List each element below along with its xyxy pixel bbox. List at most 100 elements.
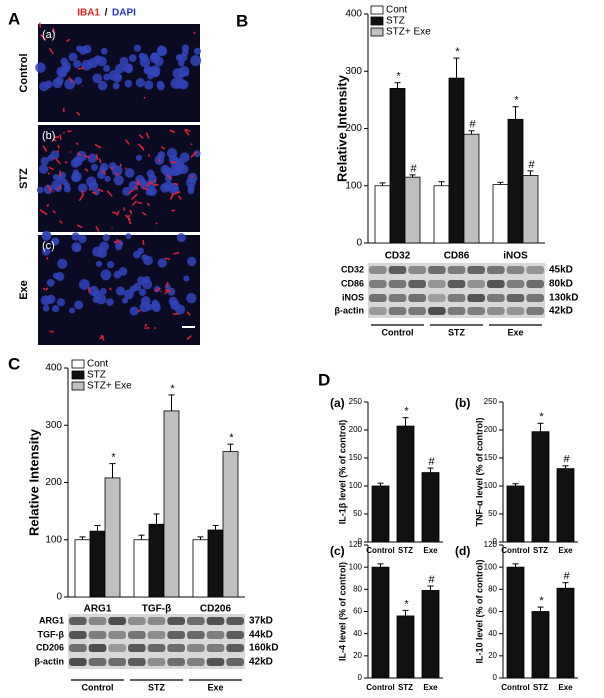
microglia — [178, 195, 182, 201]
blot-band — [506, 294, 525, 302]
y-tick-label: 100 — [484, 481, 498, 490]
y-tick-label: 80 — [488, 584, 497, 593]
microglia — [101, 169, 107, 175]
nucleus — [81, 59, 92, 71]
microglia — [106, 190, 113, 197]
y-tick-label: 150 — [484, 453, 498, 462]
microglia — [138, 133, 144, 139]
y-tick-label: 0 — [56, 592, 62, 603]
blot-band — [226, 617, 244, 625]
nucleus — [176, 233, 186, 243]
nucleus — [71, 242, 82, 253]
significance-label: # — [428, 574, 435, 586]
nucleus — [106, 298, 114, 306]
blot-band — [408, 307, 426, 315]
nucleus — [42, 247, 51, 256]
significance-label: # — [469, 119, 476, 131]
nucleus — [124, 64, 133, 74]
nucleus — [57, 258, 68, 269]
microglia — [95, 153, 99, 161]
blot-band — [388, 280, 407, 288]
nucleus — [177, 59, 185, 67]
nucleus — [73, 60, 82, 69]
nucleus — [92, 296, 100, 304]
blot-band — [428, 280, 446, 288]
band-size: 45kD — [549, 265, 573, 276]
bar — [104, 477, 121, 598]
blot-band — [128, 617, 146, 625]
micrograph-cells — [40, 230, 197, 341]
nucleus — [70, 158, 80, 168]
microglia — [124, 214, 131, 221]
y-tick-label: 0 — [493, 673, 498, 682]
microglia — [76, 111, 81, 116]
x-tick-label: STZ — [533, 546, 548, 555]
microglia — [136, 179, 140, 186]
nucleus — [71, 173, 80, 183]
y-tick-label: 100 — [349, 562, 363, 571]
band-size: 42kD — [249, 657, 273, 668]
nucleus — [63, 182, 71, 189]
bar — [89, 530, 106, 598]
blot-band — [428, 307, 446, 315]
nucleus — [170, 77, 182, 89]
band-size: 130kD — [549, 293, 578, 304]
microglia — [166, 174, 172, 180]
bar — [374, 185, 391, 244]
y-tick-label: 400 — [45, 363, 62, 374]
blot-band — [226, 658, 244, 666]
group-label: Exe — [507, 327, 523, 337]
bar — [433, 185, 450, 244]
microglia — [153, 179, 157, 183]
nucleus — [78, 183, 88, 193]
bar — [421, 590, 440, 679]
panel-letter: B — [236, 11, 248, 30]
blot-band — [226, 631, 244, 639]
x-tick-label: Exe — [423, 683, 438, 692]
legend-swatch — [370, 5, 384, 15]
blot-band — [428, 294, 446, 302]
row-label: Exe — [18, 280, 30, 300]
y-tick-label: 250 — [484, 397, 498, 406]
microglia — [115, 238, 123, 245]
bar — [421, 472, 440, 543]
nucleus — [128, 54, 137, 63]
nucleus — [187, 172, 198, 183]
microglia — [141, 186, 149, 191]
microglia — [111, 226, 113, 229]
legend-swatch — [370, 27, 384, 37]
nucleus — [78, 279, 90, 290]
nucleus — [150, 52, 158, 60]
blot-band — [467, 266, 485, 274]
nucleus — [87, 153, 98, 164]
blot-band — [447, 266, 466, 274]
microglia — [55, 158, 61, 165]
microglia — [66, 38, 71, 43]
microglia — [174, 190, 181, 195]
microglia — [160, 146, 166, 150]
x-tick-label: Exe — [558, 546, 573, 555]
bar — [506, 485, 525, 543]
nucleus — [190, 55, 202, 67]
nucleus — [40, 156, 49, 166]
blot-band — [88, 644, 107, 652]
nucleus — [139, 302, 150, 313]
panel-letter: C — [8, 354, 20, 373]
y-tick-label: 200 — [345, 123, 362, 134]
nucleus — [92, 73, 103, 84]
nucleus — [193, 150, 201, 158]
blot-band — [108, 617, 126, 625]
significance-label: # — [528, 159, 535, 171]
bar — [192, 539, 209, 598]
nucleus — [82, 44, 92, 54]
nucleus — [56, 175, 63, 182]
nucleus — [115, 64, 125, 74]
band-size: 160kD — [249, 643, 278, 654]
microglia — [69, 151, 72, 153]
microglia — [155, 222, 158, 225]
x-tick-label: Exe — [558, 683, 573, 692]
nucleus — [149, 66, 160, 78]
nucleus — [186, 292, 197, 304]
nucleus — [103, 73, 111, 81]
group-label: STZ — [448, 327, 466, 337]
